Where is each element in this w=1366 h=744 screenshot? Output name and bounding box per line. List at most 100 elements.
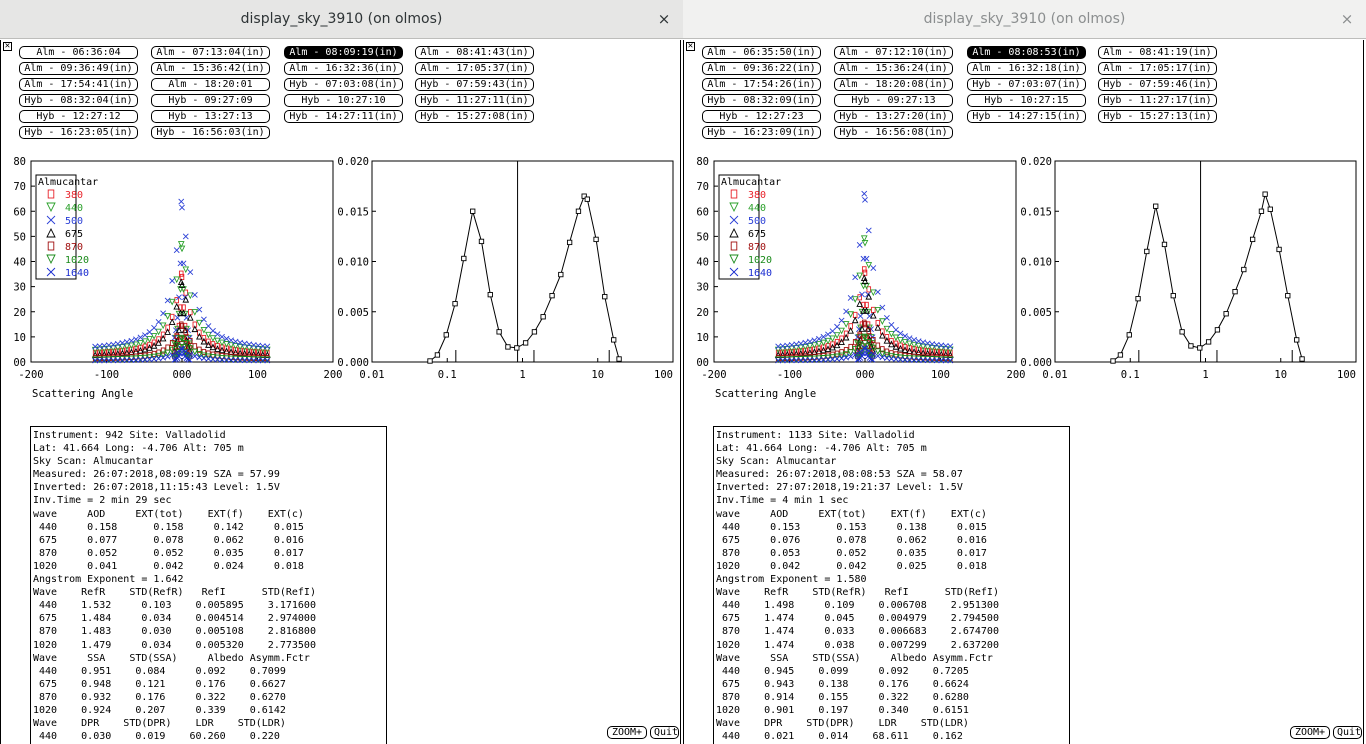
scan-button[interactable]: Alm - 17:54:26(in) <box>702 78 821 91</box>
data-point <box>210 327 216 334</box>
close-box-icon[interactable]: ✕ <box>3 41 12 51</box>
scan-button[interactable]: Hyb - 08:32:04(in) <box>19 94 138 107</box>
info-line: Instrument: 942 Site: Valladolid <box>33 430 226 441</box>
data-point <box>179 273 185 281</box>
legend-title: Almucantar <box>38 177 98 188</box>
scan-button[interactable]: Hyb - 16:56:08(in) <box>834 126 953 139</box>
data-point <box>114 340 121 347</box>
data-point <box>824 345 832 352</box>
window-close-icon[interactable]: × <box>657 10 671 28</box>
info-line: Sky Scan: Almucantar <box>33 456 154 468</box>
scan-button[interactable]: Alm - 07:12:10(in) <box>834 46 953 59</box>
quit-button[interactable]: Quit <box>1333 726 1362 739</box>
scan-button[interactable]: Alm - 17:05:17(in) <box>1098 62 1217 75</box>
y-tick-label: 80 <box>13 156 26 168</box>
scan-button[interactable]: Hyb - 09:27:13 <box>834 94 953 107</box>
data-point <box>109 345 117 352</box>
data-point <box>176 353 182 360</box>
scan-button[interactable]: Alm - 08:41:43(in) <box>415 46 534 59</box>
scan-button[interactable]: Hyb - 07:03:07(in) <box>967 78 1086 91</box>
window-titlebar[interactable]: display_sky_3910 (on olmos) × <box>0 0 683 39</box>
window-close-icon[interactable]: × <box>1340 10 1354 28</box>
scan-button[interactable]: Alm - 09:36:22(in) <box>702 62 821 75</box>
scan-button[interactable]: Hyb - 09:27:09 <box>151 94 270 107</box>
zoom-button[interactable]: ZOOM+ <box>607 726 647 739</box>
data-point <box>833 353 841 361</box>
data-point <box>263 346 271 354</box>
data-point <box>889 337 894 345</box>
display-canvas: ✕ Alm - 06:35:50(in) Alm - 07:12:10(in) Al… <box>683 40 1364 744</box>
data-point <box>192 343 198 350</box>
data-point <box>888 355 895 362</box>
info-line: 1020 1.474 0.038 0.007299 2.637200 <box>716 639 999 651</box>
scan-button[interactable]: Alm - 08:41:19(in) <box>1098 46 1217 59</box>
scan-button[interactable]: Alm - 17:54:41(in) <box>19 78 138 91</box>
scan-button[interactable]: Hyb - 08:32:09(in) <box>702 94 821 107</box>
legend-label: 870 <box>65 242 83 253</box>
scan-button[interactable]: Alm - 07:13:04(in) <box>151 46 270 59</box>
scan-button[interactable]: Hyb - 13:27:13 <box>151 110 270 123</box>
data-point <box>879 331 886 339</box>
quit-button[interactable]: Quit <box>650 726 679 739</box>
scan-button[interactable]: Hyb - 15:27:13(in) <box>1098 110 1217 123</box>
scan-button[interactable]: Alm - 06:35:50(in) <box>702 46 821 59</box>
scan-button[interactable]: Alm - 18:20:01 <box>151 78 270 91</box>
data-point <box>191 309 199 316</box>
scan-button[interactable]: Alm - 06:36:04 <box>19 46 138 59</box>
data-point <box>862 321 868 328</box>
data-point <box>847 353 854 360</box>
data-point <box>209 354 217 361</box>
zoom-button[interactable]: ZOOM+ <box>1290 726 1330 739</box>
scan-button[interactable]: Alm - 15:36:24(in) <box>834 62 953 75</box>
scan-button[interactable]: Hyb - 07:59:43(in) <box>415 78 534 91</box>
data-point <box>820 333 827 340</box>
info-line: 675 0.943 0.138 0.176 0.6624 <box>716 678 969 690</box>
info-line: 440 1.498 0.109 0.006708 2.951300 <box>716 600 999 612</box>
data-point <box>856 300 864 307</box>
y-tick-label: 30 <box>13 282 26 294</box>
scan-button[interactable]: Alm - 08:09:19(in) <box>284 46 403 59</box>
scan-button[interactable]: Hyb - 14:27:15(in) <box>967 110 1086 123</box>
scan-button[interactable]: Hyb - 13:27:20(in) <box>834 110 953 123</box>
scan-button[interactable]: Hyb - 07:03:08(in) <box>284 78 403 91</box>
scan-button[interactable]: Hyb - 12:27:23 <box>702 110 821 123</box>
data-point <box>137 340 144 347</box>
scan-button[interactable]: Hyb - 16:23:09(in) <box>702 126 821 139</box>
scan-button[interactable]: Alm - 09:36:49(in) <box>19 62 138 75</box>
close-box-icon[interactable]: ✕ <box>686 41 695 51</box>
y-tick-label: 0.000 <box>337 357 369 369</box>
scan-button[interactable]: Hyb - 16:23:05(in) <box>19 126 138 139</box>
scan-button[interactable]: Hyb - 10:27:15 <box>967 94 1086 107</box>
scan-button[interactable]: Hyb - 14:27:11(in) <box>284 110 403 123</box>
data-point <box>146 356 153 363</box>
window-titlebar[interactable]: display_sky_3910 (on olmos) × <box>683 0 1366 39</box>
scan-button[interactable]: Hyb - 16:56:03(in) <box>151 126 270 139</box>
scan-button[interactable]: Alm - 18:20:08(in) <box>834 78 953 91</box>
scan-button[interactable]: Hyb - 11:27:11(in) <box>415 94 534 107</box>
y-tick-label: 00 <box>696 357 709 369</box>
data-point <box>263 351 271 359</box>
scan-button[interactable]: Hyb - 12:27:12 <box>19 110 138 123</box>
data-point <box>237 347 243 354</box>
scan-button[interactable]: Hyb - 15:27:08(in) <box>415 110 534 123</box>
scan-button[interactable]: Alm - 15:36:42(in) <box>151 62 270 75</box>
scan-button[interactable]: Hyb - 07:59:46(in) <box>1098 78 1217 91</box>
data-point <box>829 343 836 351</box>
scan-button[interactable]: Hyb - 11:27:17(in) <box>1098 94 1217 107</box>
data-point <box>123 357 130 364</box>
info-line: Angstrom Exponent = 1.642 <box>33 574 184 586</box>
data-point <box>205 353 212 361</box>
scan-button[interactable]: Hyb - 10:27:10 <box>284 94 403 107</box>
data-point <box>254 346 262 353</box>
data-point <box>173 327 179 334</box>
scan-button[interactable]: Alm - 17:05:37(in) <box>415 62 534 75</box>
data-point <box>897 337 904 344</box>
data-point <box>186 292 194 300</box>
scan-button[interactable]: Alm - 16:32:36(in) <box>284 62 403 75</box>
size-point <box>566 239 573 246</box>
data-point <box>246 357 253 364</box>
data-point <box>228 346 234 353</box>
scan-button[interactable]: Alm - 16:32:18(in) <box>967 62 1086 75</box>
scan-button[interactable]: Alm - 08:08:53(in) <box>967 46 1086 59</box>
data-point <box>182 295 190 303</box>
